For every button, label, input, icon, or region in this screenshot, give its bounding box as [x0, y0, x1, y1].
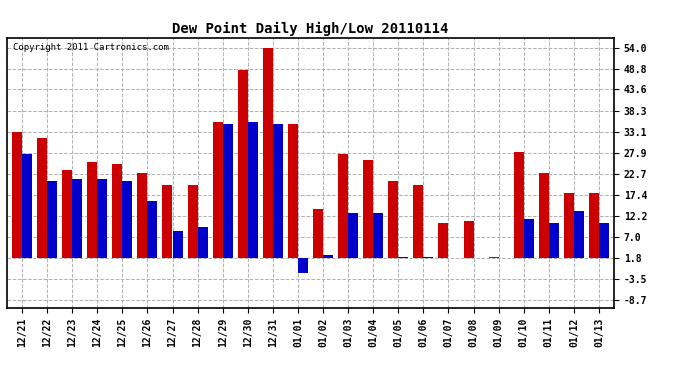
- Bar: [524, 219, 534, 258]
- Bar: [363, 160, 373, 258]
- Bar: [549, 223, 559, 258]
- Bar: [398, 257, 408, 258]
- Bar: [238, 70, 248, 258]
- Bar: [47, 180, 57, 258]
- Bar: [288, 124, 298, 258]
- Bar: [62, 171, 72, 258]
- Bar: [373, 213, 383, 258]
- Bar: [112, 165, 122, 258]
- Bar: [162, 184, 172, 258]
- Bar: [599, 223, 609, 258]
- Bar: [424, 257, 433, 258]
- Bar: [188, 184, 197, 258]
- Bar: [338, 154, 348, 258]
- Bar: [564, 193, 574, 258]
- Bar: [574, 211, 584, 258]
- Bar: [87, 162, 97, 258]
- Bar: [323, 255, 333, 258]
- Bar: [273, 124, 283, 258]
- Bar: [514, 152, 524, 258]
- Bar: [172, 231, 183, 258]
- Bar: [438, 223, 449, 258]
- Bar: [589, 193, 599, 258]
- Bar: [388, 180, 398, 258]
- Bar: [122, 180, 132, 258]
- Bar: [539, 172, 549, 258]
- Text: Copyright 2011 Cartronics.com: Copyright 2011 Cartronics.com: [13, 43, 169, 52]
- Bar: [137, 172, 148, 258]
- Bar: [489, 257, 499, 258]
- Bar: [248, 122, 258, 258]
- Bar: [12, 132, 22, 258]
- Bar: [213, 122, 223, 258]
- Bar: [37, 138, 47, 258]
- Bar: [223, 124, 233, 258]
- Bar: [97, 178, 107, 258]
- Bar: [22, 154, 32, 258]
- Bar: [464, 221, 473, 258]
- Bar: [298, 258, 308, 273]
- Bar: [148, 201, 157, 258]
- Bar: [197, 227, 208, 258]
- Bar: [413, 184, 424, 258]
- Bar: [263, 48, 273, 258]
- Title: Dew Point Daily High/Low 20110114: Dew Point Daily High/Low 20110114: [172, 22, 448, 36]
- Bar: [348, 213, 358, 258]
- Bar: [72, 178, 82, 258]
- Bar: [313, 209, 323, 258]
